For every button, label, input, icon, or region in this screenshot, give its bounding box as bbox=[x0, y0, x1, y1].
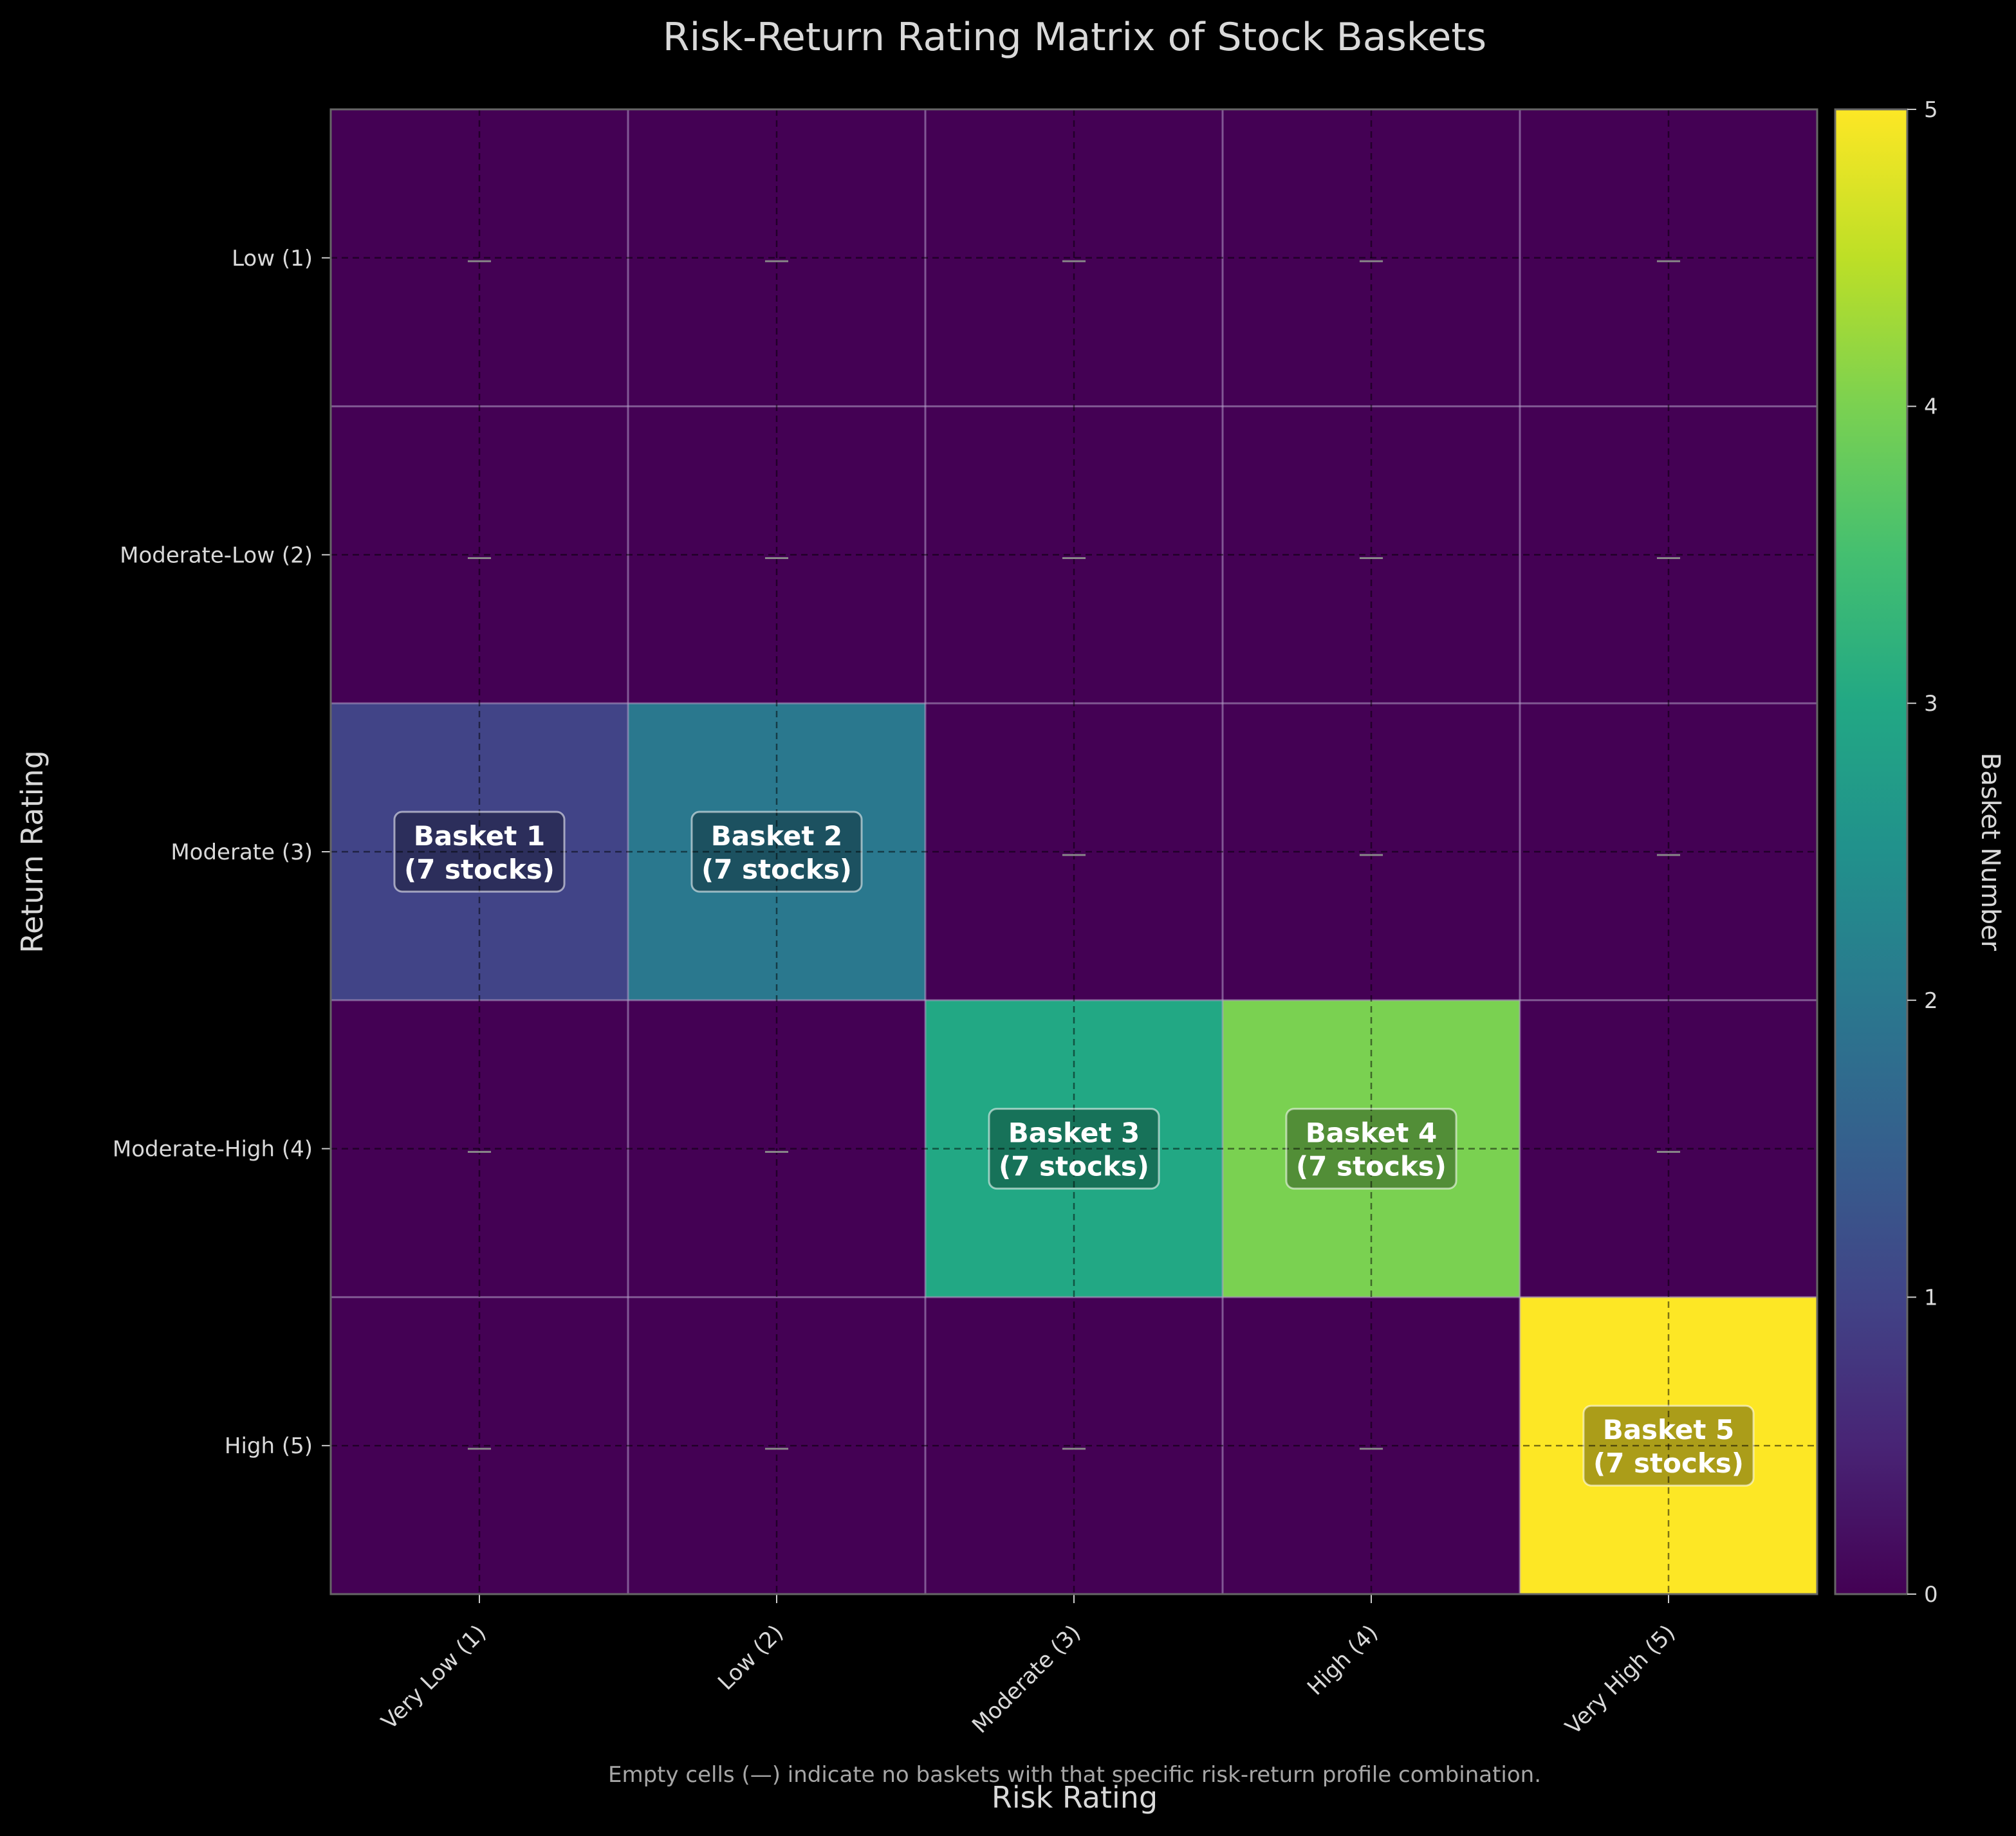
empty-cell-dash: — bbox=[1656, 245, 1681, 275]
colorbar-tick-label: 4 bbox=[1924, 394, 1938, 420]
axis-gridlines bbox=[331, 109, 1817, 1594]
cell-label: Basket 4 (7 stocks) bbox=[1296, 1117, 1447, 1182]
cell-label-line: Basket 4 bbox=[1306, 1117, 1438, 1149]
cell-label-line: (7 stocks) bbox=[404, 854, 555, 885]
y-tick-label: Moderate-High (4) bbox=[113, 1137, 313, 1162]
cell-label-line: (7 stocks) bbox=[1296, 1151, 1447, 1182]
x-tick-label: Moderate (3) bbox=[967, 1620, 1086, 1738]
y-tick-label: High (5) bbox=[225, 1433, 313, 1459]
x-tick-label: Very High (5) bbox=[1560, 1620, 1680, 1740]
empty-cell-dash: — bbox=[1358, 245, 1384, 275]
colorbar-tick-label: 3 bbox=[1924, 691, 1938, 717]
x-tick-label: Very Low (1) bbox=[376, 1620, 491, 1734]
cell-label-box bbox=[988, 1108, 1160, 1190]
cell-label-line: Basket 2 bbox=[711, 820, 843, 852]
footnote: Empty cells (—) indicate no baskets with… bbox=[608, 1762, 1541, 1788]
cell-label-line: Basket 5 bbox=[1603, 1414, 1735, 1446]
cell-borders bbox=[331, 109, 1817, 1594]
empty-cell-dash: — bbox=[1358, 1433, 1384, 1462]
cell-label-line: (7 stocks) bbox=[701, 854, 852, 885]
empty-cell-dash: — bbox=[764, 1433, 790, 1462]
heatmap-cell bbox=[628, 406, 925, 704]
y-tick-label: Low (1) bbox=[232, 246, 313, 271]
x-tick-label: High (4) bbox=[1302, 1620, 1383, 1700]
colorbar-tick-label: 0 bbox=[1924, 1582, 1938, 1608]
cell-label-line: Basket 1 bbox=[414, 820, 546, 852]
cell-label-line: (7 stocks) bbox=[999, 1151, 1149, 1182]
cell-label-box bbox=[1582, 1404, 1755, 1487]
colorbar: 0 1 2 3 4 5 Basket Number bbox=[1834, 97, 2005, 1608]
cell-label: Basket 1 (7 stocks) bbox=[404, 820, 555, 885]
heatmap-cell bbox=[628, 703, 925, 1000]
cell-label-box bbox=[690, 811, 863, 893]
empty-cell-dash: — bbox=[467, 542, 492, 571]
colorbar-tick-label: 2 bbox=[1924, 988, 1938, 1014]
colorbar-label: Basket Number bbox=[1975, 753, 2005, 951]
colorbar-gradient bbox=[1834, 108, 1909, 1595]
empty-cell-dash: — bbox=[467, 245, 492, 275]
plot-frame bbox=[329, 108, 1818, 1595]
colorbar-tick-label: 1 bbox=[1924, 1285, 1938, 1310]
empty-cell-dash: — bbox=[1358, 839, 1384, 868]
empty-cell-dash: — bbox=[1061, 542, 1087, 571]
colorbar-tick-label: 5 bbox=[1924, 97, 1938, 123]
empty-cell-dash: — bbox=[1656, 839, 1681, 868]
y-tick-labels: Low (1) Moderate-Low (2) Moderate (3) Moder… bbox=[113, 246, 331, 1459]
empty-cell-dash: — bbox=[764, 542, 790, 571]
cell-labels: — — — — —— — — — —Basket 1 (7 stocks)Basket 2 (7 s… bbox=[393, 245, 1755, 1487]
cell-label-box bbox=[1285, 1108, 1457, 1190]
empty-cell-dash: — bbox=[467, 1136, 492, 1166]
cell-label: Basket 2 (7 stocks) bbox=[701, 820, 852, 885]
x-tick-labels: Very Low (1) Low (2) Moderate (3) High (4) V… bbox=[376, 1594, 1680, 1740]
y-tick-label: Moderate (3) bbox=[171, 840, 313, 865]
cell-label: Basket 5 (7 stocks) bbox=[1593, 1414, 1744, 1479]
empty-cell-dash: — bbox=[764, 1136, 790, 1166]
empty-cell-dash: — bbox=[1656, 1136, 1681, 1166]
empty-cell-dash: — bbox=[1656, 542, 1681, 571]
cell-label-line: Basket 3 bbox=[1008, 1117, 1140, 1149]
empty-cell-dash: — bbox=[1061, 839, 1087, 868]
empty-cell-dash: — bbox=[1061, 245, 1087, 275]
cell-label-line: (7 stocks) bbox=[1593, 1447, 1744, 1479]
colorbar-ticks: 0 1 2 3 4 5 bbox=[1907, 97, 1938, 1608]
empty-cell-dash: — bbox=[467, 1433, 492, 1462]
x-tick-label: Low (2) bbox=[713, 1620, 788, 1695]
cell-label-box bbox=[393, 811, 566, 893]
empty-cell-dash: — bbox=[1061, 1433, 1087, 1462]
empty-cell-dash: — bbox=[764, 245, 790, 275]
chart-title: Risk-Return Rating Matrix of Stock Baske… bbox=[663, 15, 1486, 60]
x-axis-label: Risk Rating bbox=[992, 1780, 1158, 1815]
cell-label: Basket 3 (7 stocks) bbox=[999, 1117, 1149, 1182]
y-tick-label: Moderate-Low (2) bbox=[120, 542, 313, 568]
empty-cell-dash: — bbox=[1358, 542, 1384, 571]
y-axis-label: Return Rating bbox=[15, 750, 50, 953]
